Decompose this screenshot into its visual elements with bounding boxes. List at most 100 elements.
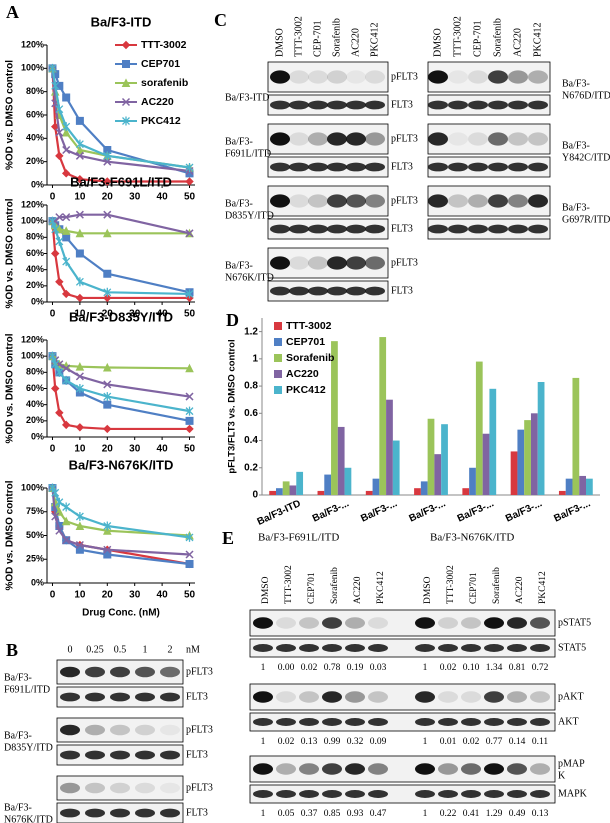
y-axis-label: %OD vs. DMSO control <box>5 333 16 443</box>
series-line <box>51 487 190 539</box>
x-tick-label: 30 <box>129 309 141 320</box>
series-line <box>52 213 190 235</box>
band <box>289 224 309 234</box>
blot-label: Ba/F3- <box>225 136 253 147</box>
marker <box>61 169 71 178</box>
x-tick-label: 10 <box>74 590 86 601</box>
band <box>135 666 155 678</box>
band <box>508 224 528 234</box>
marker <box>103 400 112 409</box>
band <box>327 286 347 296</box>
panel-label: E <box>222 528 234 548</box>
band <box>327 162 347 172</box>
quant-label: 0.00 <box>278 663 295 673</box>
band <box>253 691 273 703</box>
quant-label: 0.19 <box>347 663 364 673</box>
bar <box>289 485 297 495</box>
y-axis-label: pFLT3/FLT3 vs. DMSO control <box>227 339 238 473</box>
band <box>461 644 481 652</box>
legend-label: PKC412 <box>286 384 326 396</box>
band <box>253 644 273 652</box>
y-tick-label: 1 <box>252 353 258 364</box>
band <box>110 782 130 794</box>
marker <box>62 364 71 373</box>
marker <box>121 40 131 50</box>
y-axis-label: %OD vs. DMSO control <box>5 480 16 590</box>
band <box>507 617 527 629</box>
marker <box>75 362 85 371</box>
band <box>327 256 347 270</box>
legend-label: PKC412 <box>141 115 181 127</box>
bar <box>517 429 525 495</box>
band <box>368 617 388 629</box>
marker <box>121 78 131 87</box>
marker <box>185 163 194 172</box>
marker <box>55 236 64 246</box>
quant-label: 0.47 <box>370 809 387 819</box>
marker <box>103 380 112 389</box>
marker <box>185 532 194 542</box>
band <box>438 718 458 726</box>
y-tick-label: 0 <box>252 490 258 501</box>
x-tick-label: 0 <box>50 590 56 601</box>
marker <box>55 151 64 161</box>
blot-label: Ba/F3- <box>4 730 32 741</box>
marker <box>55 277 64 286</box>
lane-label: 2 <box>168 644 173 655</box>
marker <box>185 229 194 238</box>
quant-label: 0.03 <box>370 663 387 673</box>
marker <box>61 420 71 430</box>
band <box>110 808 130 818</box>
quant-label: 0.11 <box>532 737 549 747</box>
x-tick-label: 20 <box>102 444 114 455</box>
lane-label: PKC412 <box>369 23 380 57</box>
quant-label: 0.93 <box>347 809 364 819</box>
y-tick-label: 25% <box>26 554 44 564</box>
lane-label: CEP701 <box>307 572 317 604</box>
marker <box>185 560 194 568</box>
band <box>508 194 528 208</box>
y-tick-label: 40% <box>26 133 44 143</box>
band <box>276 691 296 703</box>
band <box>299 691 319 703</box>
marker <box>122 60 130 68</box>
x-tick-label: 0 <box>50 444 56 455</box>
blot-label: F691L/ITD <box>4 684 50 695</box>
marker <box>55 128 64 137</box>
band <box>345 718 365 726</box>
band <box>507 763 527 775</box>
chart-title: Ba/F3-F691L/ITD <box>70 174 172 189</box>
marker <box>185 392 194 401</box>
marker <box>75 145 85 154</box>
y-tick-label: 20% <box>26 156 44 166</box>
band <box>365 162 385 172</box>
band <box>135 692 155 702</box>
y-tick-label: 100% <box>21 351 44 361</box>
band <box>365 100 385 110</box>
y-tick-label: 0% <box>31 179 44 189</box>
row-label: pFLT3 <box>186 782 213 793</box>
quant-label: 1 <box>423 663 428 673</box>
band <box>327 224 347 234</box>
group-label: Ba/F3-N676K/ITD <box>430 532 514 544</box>
marker <box>62 93 71 102</box>
band <box>488 100 508 110</box>
row-label: pFLT3 <box>186 666 213 677</box>
y-tick-label: 20% <box>26 415 44 425</box>
band <box>484 617 504 629</box>
band <box>438 763 458 775</box>
band <box>528 70 548 84</box>
legend-swatch <box>274 338 282 346</box>
band <box>365 70 385 84</box>
marker <box>75 139 84 149</box>
marker <box>185 416 194 425</box>
y-tick-label: 75% <box>26 506 44 516</box>
band <box>346 256 366 270</box>
band <box>308 100 328 110</box>
band <box>428 162 448 172</box>
bar <box>524 420 531 495</box>
band <box>160 724 180 736</box>
x-tick-label: Ba/F3-... <box>456 498 496 525</box>
band <box>346 162 366 172</box>
